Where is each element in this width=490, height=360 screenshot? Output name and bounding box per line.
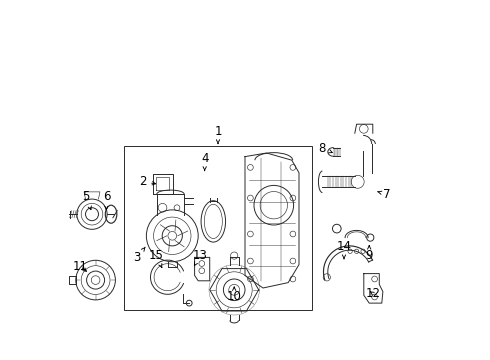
Text: 15: 15: [148, 249, 164, 267]
Text: 12: 12: [366, 287, 380, 300]
Text: 13: 13: [193, 249, 207, 266]
Text: 4: 4: [201, 152, 208, 171]
Text: 9: 9: [366, 246, 373, 262]
Text: 1: 1: [214, 125, 222, 144]
Text: 10: 10: [227, 287, 242, 303]
Text: 5: 5: [82, 190, 91, 210]
Text: 6: 6: [102, 190, 110, 210]
Text: 14: 14: [337, 240, 351, 259]
Text: 8: 8: [318, 142, 332, 155]
Bar: [124, 146, 312, 310]
Text: 7: 7: [378, 188, 391, 201]
Text: 2: 2: [139, 175, 155, 188]
Text: 11: 11: [73, 260, 88, 273]
Text: 3: 3: [133, 247, 145, 264]
